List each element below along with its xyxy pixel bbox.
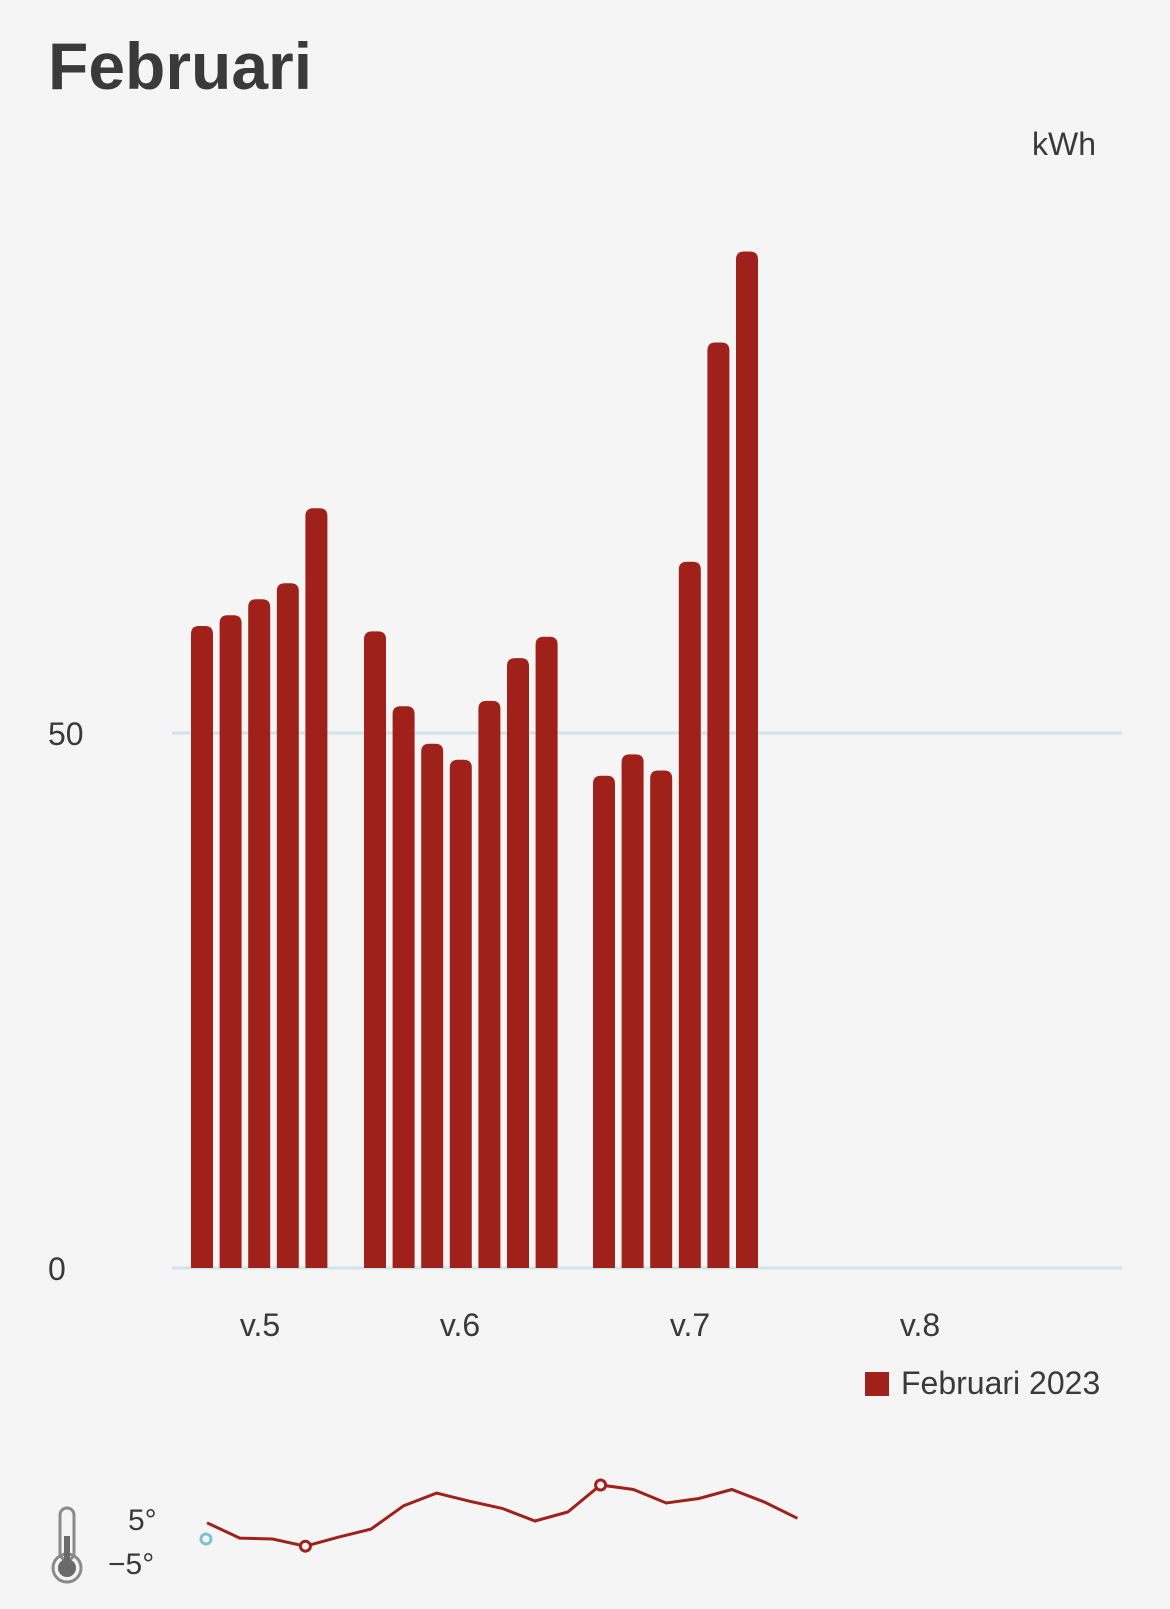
bar <box>650 770 673 1268</box>
unit-label: kWh <box>1032 126 1096 162</box>
bar <box>421 743 444 1268</box>
page-title: Februari <box>48 29 313 103</box>
temp-max-label: 5° <box>128 1504 157 1537</box>
x-tick-label: v.5 <box>240 1307 280 1343</box>
bar <box>449 759 472 1268</box>
bar <box>191 626 213 1268</box>
bar <box>535 636 558 1268</box>
x-tick-label: v.8 <box>900 1307 940 1343</box>
bar <box>478 700 501 1268</box>
y-tick-label: 50 <box>48 716 84 752</box>
energy-bar-chart: 0 50 v.5 v.6 v.7 v.8 <box>48 251 1122 1343</box>
bar <box>678 561 701 1268</box>
bar <box>621 754 644 1268</box>
bar <box>507 658 529 1268</box>
bar <box>276 583 299 1268</box>
bar <box>707 342 730 1268</box>
temp-min-marker <box>298 1539 312 1553</box>
temperature-line <box>206 1483 799 1548</box>
bar <box>593 775 615 1268</box>
legend-label: Februari 2023 <box>901 1365 1101 1401</box>
bar <box>219 615 242 1268</box>
bar <box>736 251 758 1268</box>
x-tick-label: v.7 <box>670 1307 710 1343</box>
x-tick-label: v.6 <box>440 1307 480 1343</box>
y-tick-label: 0 <box>48 1251 66 1287</box>
temp-min-label: −5° <box>108 1548 155 1581</box>
temp-max-marker <box>594 1478 608 1492</box>
legend-swatch <box>865 1371 889 1396</box>
bar <box>364 631 386 1268</box>
thermometer-icon <box>50 1506 84 1591</box>
legend: Februari 2023 <box>865 1365 1100 1402</box>
bar <box>248 599 271 1268</box>
temp-reference-marker <box>199 1532 213 1546</box>
bar <box>305 508 328 1268</box>
bar <box>392 706 415 1268</box>
